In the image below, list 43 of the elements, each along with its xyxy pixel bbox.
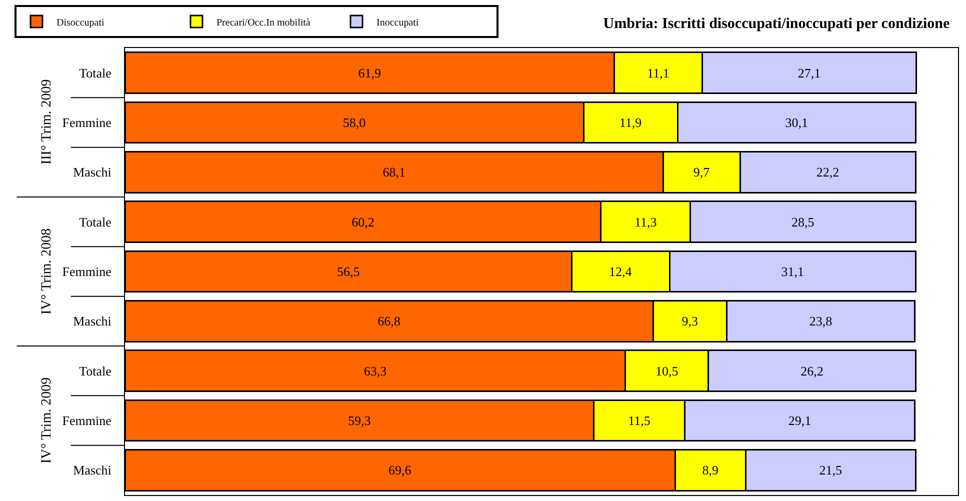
legend-label: Precari/Occ.In mobilità [216, 17, 311, 28]
data-label: 30,1 [785, 115, 808, 130]
data-label: 8,9 [702, 462, 719, 478]
y-tick-label: Maschi [73, 314, 112, 329]
data-label: 12,4 [609, 264, 632, 279]
data-label: 9,7 [693, 164, 710, 180]
data-label: 56,5 [336, 264, 360, 279]
data-label: 11,5 [628, 413, 650, 428]
data-label: 66,8 [378, 314, 400, 329]
data-label: 11,1 [647, 65, 670, 80]
data-label: 11,9 [619, 115, 642, 130]
data-label: 11,3 [634, 214, 657, 230]
text: IV° Trim. 2009 [40, 377, 55, 464]
data-label: 9,3 [682, 314, 698, 329]
data-label: 58,0 [342, 115, 366, 130]
data-label: 68,1 [382, 164, 406, 180]
data-label: 10,5 [656, 363, 678, 378]
data-label: 63,3 [364, 363, 387, 378]
data-label: 26,2 [800, 363, 824, 378]
data-label: 22,2 [816, 164, 840, 180]
data-label: 21,5 [819, 462, 842, 478]
data-label: 31,1 [781, 264, 804, 279]
chart-title: Umbria: Iscritti disoccupati/inoccupati per condizione [603, 16, 950, 32]
data-label: 27,1 [798, 65, 821, 80]
y-tick-label: Femmine [62, 413, 112, 428]
data-label: 23,8 [809, 314, 832, 329]
text: III° Trim. 2009 [40, 79, 55, 165]
text: IV° Trim. 2008 [40, 228, 55, 315]
data-label: 61,9 [358, 65, 382, 80]
y-tick-label: Totale [79, 363, 112, 378]
y-tick-label: Femmine [62, 264, 112, 280]
data-label: 59,3 [348, 413, 371, 428]
data-label: 60,2 [352, 214, 374, 230]
legend-label: Disoccupati [56, 17, 104, 28]
data-label: 28,5 [792, 214, 814, 230]
data-label: 29,1 [788, 413, 812, 428]
data-label: 69,6 [388, 462, 412, 478]
y-tick-label: Totale [79, 214, 112, 230]
legend-label: Inoccupati [376, 17, 419, 28]
y-tick-label: Maschi [73, 462, 112, 478]
y-tick-label: Maschi [73, 164, 112, 180]
y-tick-label: Femmine [62, 115, 112, 130]
y-tick-label: Totale [79, 65, 112, 80]
